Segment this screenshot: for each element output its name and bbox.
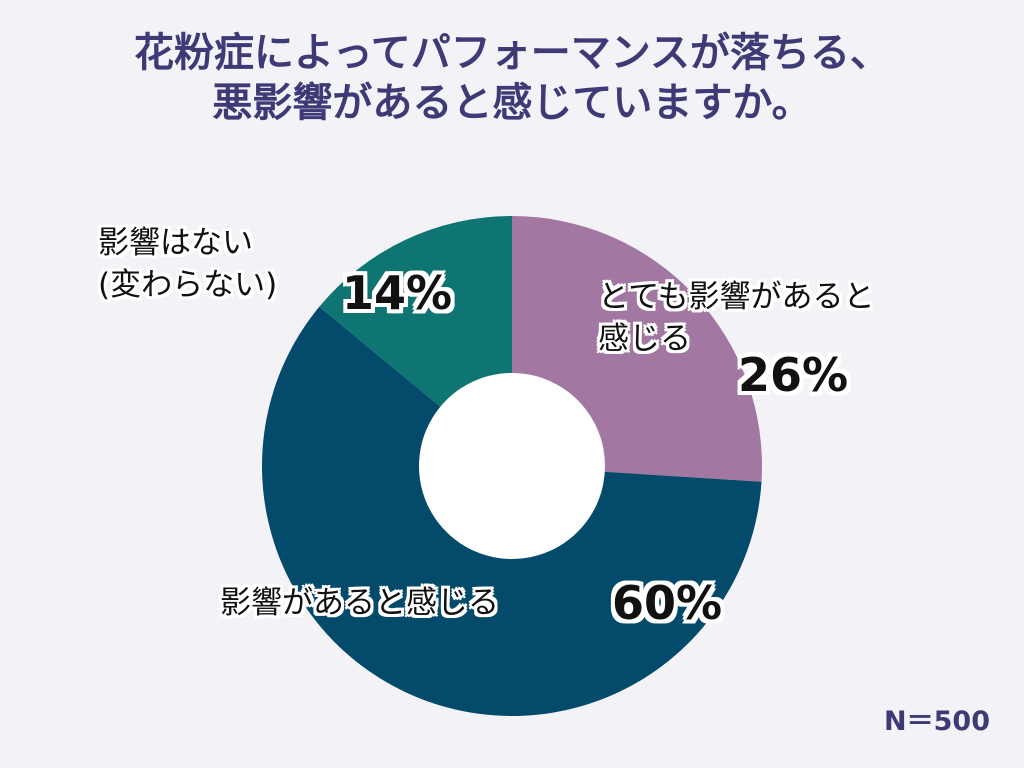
slice-value-none: 14% — [342, 266, 453, 320]
donut-hole — [419, 373, 605, 559]
sample-size-note: N＝500 — [884, 706, 990, 737]
slice-label-strong-line-1: とても影響があると — [598, 279, 875, 315]
chart-title-line-1: 花粉症によってパフォーマンスが落ちる、 — [134, 30, 890, 76]
slice-label-strong: とても影響があると 感じる — [598, 276, 875, 360]
slice-label-some-line-1: 影響があると感じる — [220, 585, 499, 621]
chart-title-line-2: 悪影響があると感じていますか。 — [212, 80, 812, 126]
slice-label-none-line-2: (変わらない) — [98, 267, 278, 303]
slice-value-strong: 26% — [738, 348, 849, 402]
slice-value-some: 60% — [612, 576, 723, 630]
slice-label-some: 影響があると感じる — [220, 582, 499, 624]
slice-label-none: 影響はない (変わらない) — [98, 222, 277, 306]
chart-title: 花粉症によってパフォーマンスが落ちる、 悪影響があると感じていますか。 — [0, 28, 1024, 128]
slice-label-none-line-1: 影響はない — [98, 225, 253, 261]
slice-label-strong-line-2: 感じる — [598, 321, 691, 357]
